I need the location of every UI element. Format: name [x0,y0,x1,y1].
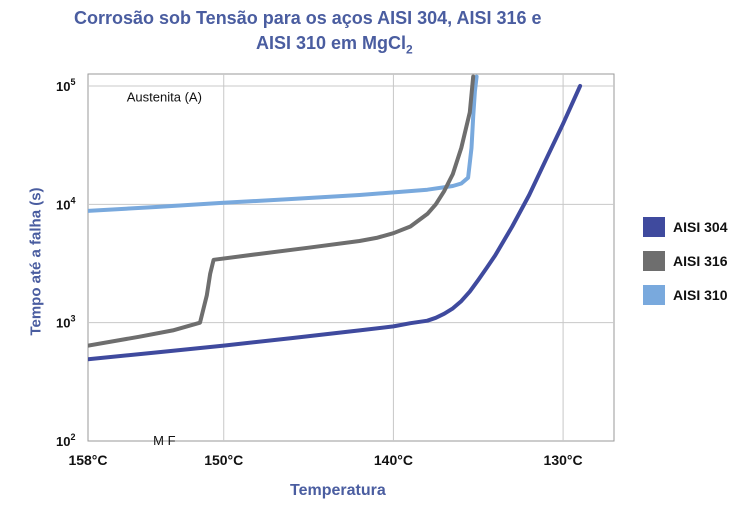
legend: AISI 304 AISI 316 AISI 310 [643,216,727,318]
x-tick-label: 150°C [204,452,243,468]
series-line-aisi-316 [88,74,476,348]
chart-title-line2: AISI 310 em MgCl2 [256,33,750,57]
legend-swatch [643,285,665,305]
legend-item: AISI 316 [643,250,727,272]
y-tick-label: 104 [56,195,75,212]
y-tick-label: 105 [56,77,75,94]
chart-title-text: AISI 310 em MgCl [256,33,407,53]
x-tick-label: 158°C [68,452,107,468]
plot-area [87,73,615,442]
legend-label: AISI 304 [673,219,728,235]
series-line-aisi-304 [88,84,583,362]
legend-item: AISI 304 [643,216,727,238]
legend-label: AISI 310 [673,287,728,303]
y-tick-label: 102 [56,432,75,449]
chart-title-subscript: 2 [406,42,413,57]
legend-item: AISI 310 [643,284,727,306]
annotation-label: Austenita (A) [127,89,202,104]
x-tick-label: 130°C [544,452,583,468]
annotation-label: M F [153,433,175,448]
x-tick-label: 140°C [374,452,413,468]
legend-swatch [643,217,665,237]
legend-label: AISI 316 [673,253,728,269]
legend-swatch [643,251,665,271]
x-axis-label: Temperatura [290,482,386,499]
y-tick-label: 103 [56,314,75,331]
chart-title-line1: Corrosão sob Tensão para os aços AISI 30… [74,8,542,28]
series-line-aisi-310 [88,74,479,213]
